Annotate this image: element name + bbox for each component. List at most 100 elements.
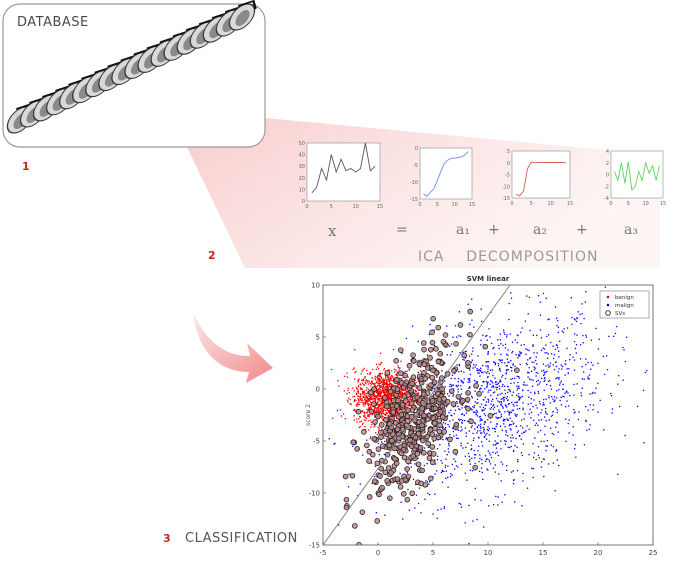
scatter-point [379, 389, 382, 391]
scatter-point [410, 462, 412, 465]
scatter-point [346, 393, 348, 395]
scatter-point [489, 454, 492, 456]
scatter-point [377, 404, 379, 406]
scatter-point [361, 387, 363, 390]
scatter-point [383, 381, 386, 383]
scatter-point [378, 391, 381, 393]
support-vector [420, 391, 427, 398]
scatter-point [389, 378, 391, 381]
scatter-point [506, 418, 508, 420]
scatter-point [570, 297, 573, 299]
scatter-point [367, 415, 369, 417]
scatter-point [476, 367, 478, 370]
legend-label-SVs: SVs [615, 311, 625, 317]
scatter-point [472, 350, 474, 352]
scatter-point [486, 468, 488, 470]
scatter-point [459, 409, 461, 411]
scatter-point [386, 382, 388, 385]
scatter-point [361, 382, 364, 384]
scatter-point [583, 444, 586, 446]
scatter-point [532, 476, 534, 479]
scatter-point [441, 462, 443, 464]
scatter-point [516, 342, 518, 344]
scatter-point [381, 398, 383, 400]
scatter-point [532, 334, 535, 336]
scatter-point [574, 319, 576, 321]
scatter-point [552, 445, 554, 448]
scatter-point [376, 389, 378, 391]
scatter-point [401, 352, 403, 354]
scatter-point [359, 421, 361, 423]
scatter-point [510, 366, 512, 368]
scatter-point [458, 370, 460, 373]
scatter-point [497, 363, 500, 365]
scatter-point [504, 494, 506, 496]
ica-series-line [423, 151, 469, 197]
scatter-point [464, 427, 466, 429]
scatter-point [474, 401, 476, 403]
scatter-point [447, 465, 449, 467]
ica-x-tick-label: 10 [547, 201, 553, 207]
scatter-point [455, 465, 458, 467]
scatter-point [453, 468, 456, 470]
support-vector [430, 315, 436, 322]
scatter-point [488, 399, 490, 401]
scatter-point [368, 400, 370, 402]
scatter-point [471, 319, 473, 321]
scatter-point [367, 393, 370, 395]
scatter-point [508, 424, 511, 427]
support-vector [482, 343, 489, 350]
scatter-point [350, 403, 352, 406]
scatter-point [548, 366, 550, 368]
scatter-point [592, 404, 595, 406]
scatter-point [436, 376, 438, 378]
scatter-point [566, 400, 568, 402]
scatter-point [376, 408, 378, 410]
scatter-point [467, 452, 470, 455]
scatter-point [478, 416, 481, 418]
scatter-point [509, 411, 511, 413]
scatter-point [371, 413, 374, 416]
scatter-point [468, 542, 470, 545]
scatter-point [360, 373, 362, 375]
support-vector [399, 402, 406, 408]
scatter-point [385, 376, 387, 378]
scatter-point [509, 389, 511, 391]
scatter-point [389, 408, 391, 410]
scatter-point [375, 396, 377, 398]
support-vector [427, 355, 433, 361]
scatter-point [405, 337, 408, 340]
scatter-point [624, 434, 626, 437]
scatter-point [458, 363, 461, 366]
support-vector [435, 434, 442, 441]
scatter-point [357, 381, 359, 383]
scatter-point [380, 413, 382, 415]
scatter-point [457, 437, 459, 440]
scatter-point [573, 318, 576, 320]
scatter-point [462, 351, 464, 354]
scatter-point [416, 392, 418, 395]
scatter-point [507, 361, 509, 364]
scatter-point [467, 420, 469, 422]
scatter-point [579, 344, 582, 346]
scatter-point [538, 383, 540, 385]
scatter-point [500, 404, 503, 406]
scatter-point [562, 388, 564, 390]
scatter-point [569, 354, 571, 356]
scatter-point [546, 383, 548, 386]
support-vector [421, 449, 427, 456]
scatter-point [539, 314, 542, 316]
support-vector [349, 472, 356, 479]
scatter-point [458, 335, 460, 337]
scatter-point [575, 352, 578, 354]
scatter-point [560, 380, 563, 382]
scatter-point [381, 361, 383, 364]
scatter-point [507, 386, 509, 388]
scatter-point [487, 419, 489, 421]
scatter-point [389, 409, 392, 411]
scatter-point [518, 396, 520, 398]
support-vector [465, 405, 471, 412]
scatter-point [359, 384, 361, 386]
support-vector [401, 454, 408, 461]
svm-points [328, 286, 648, 545]
